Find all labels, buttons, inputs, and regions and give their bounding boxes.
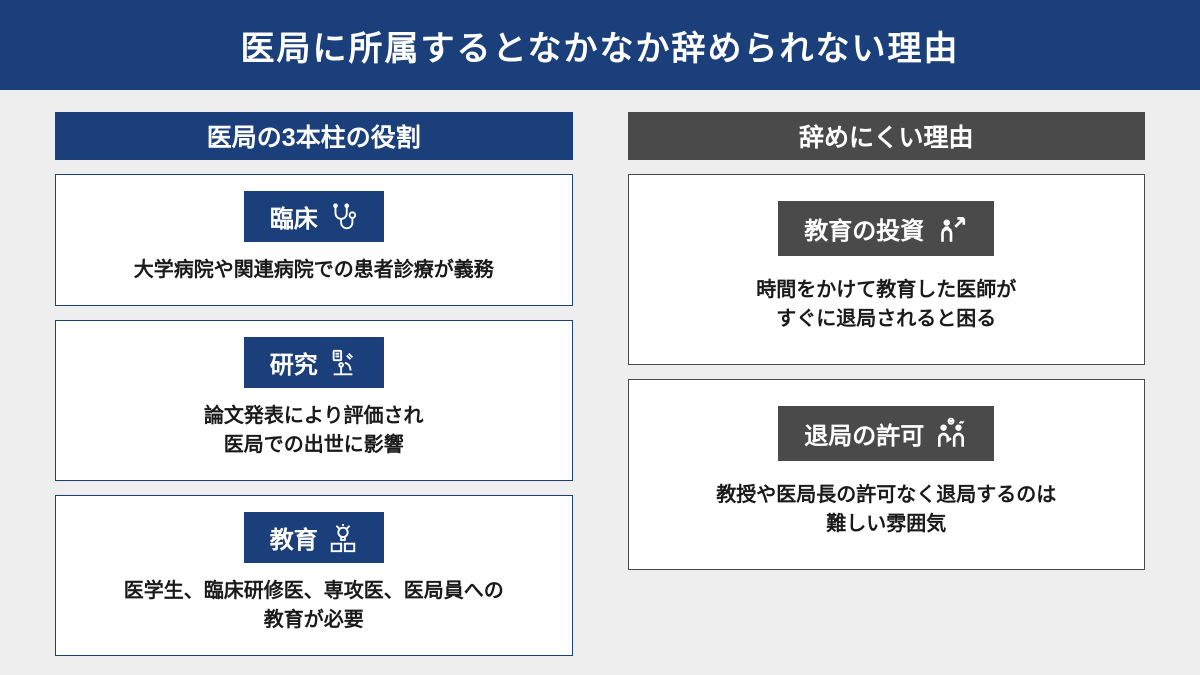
card-desc: 医学生、臨床研修医、専攻医、医局員への 教育が必要 [74, 577, 554, 635]
card-label-text: 退局の許可 [804, 416, 924, 451]
card-desc: 大学病院や関連病院での患者診療が義務 [74, 256, 554, 285]
right-card: 退局の許可教授や医局長の許可なく退局するのは 難しい雰囲気 [628, 379, 1146, 570]
growth-person-icon [934, 212, 968, 246]
main-header: 医局に所属するとなかなか辞められない理由 [0, 0, 1200, 90]
left-section-header: 医局の3本柱の役割 [55, 112, 573, 160]
card-label: 教育の投資 [778, 201, 994, 256]
card-label: 臨床 [244, 191, 384, 242]
content-area: 医局の3本柱の役割 臨床大学病院や関連病院での患者診療が義務研究論文発表により評… [0, 90, 1200, 670]
card-label: 退局の許可 [778, 406, 994, 461]
card-label: 研究 [244, 337, 384, 388]
main-title: 医局に所属するとなかなか辞められない理由 [241, 21, 960, 70]
card-desc: 教授や医局長の許可なく退局するのは 難しい雰囲気 [647, 481, 1127, 539]
right-section-header: 辞めにくい理由 [628, 112, 1146, 160]
card-desc: 時間をかけて教育した医師が すぐに退局されると困る [647, 276, 1127, 334]
right-column: 辞めにくい理由 教育の投資時間をかけて教育した医師が すぐに退局されると困る退局… [628, 112, 1146, 670]
card-label-text: 臨床 [270, 199, 318, 234]
left-card: 教育医学生、臨床研修医、専攻医、医局員への 教育が必要 [55, 495, 573, 656]
lightbulb-book-icon [328, 523, 358, 553]
right-card: 教育の投資時間をかけて教育した医師が すぐに退局されると困る [628, 174, 1146, 365]
card-label-text: 教育の投資 [804, 211, 924, 246]
stethoscope-icon [328, 202, 358, 232]
microscope-icon [328, 348, 358, 378]
card-label-text: 教育 [270, 520, 318, 555]
left-card: 臨床大学病院や関連病院での患者診療が義務 [55, 174, 573, 306]
card-label: 教育 [244, 512, 384, 563]
left-column: 医局の3本柱の役割 臨床大学病院や関連病院での患者診療が義務研究論文発表により評… [55, 112, 573, 670]
card-desc: 論文発表により評価され 医局での出世に影響 [74, 402, 554, 460]
card-label-text: 研究 [270, 345, 318, 380]
left-card: 研究論文発表により評価され 医局での出世に影響 [55, 320, 573, 481]
conflict-people-icon [934, 417, 968, 451]
